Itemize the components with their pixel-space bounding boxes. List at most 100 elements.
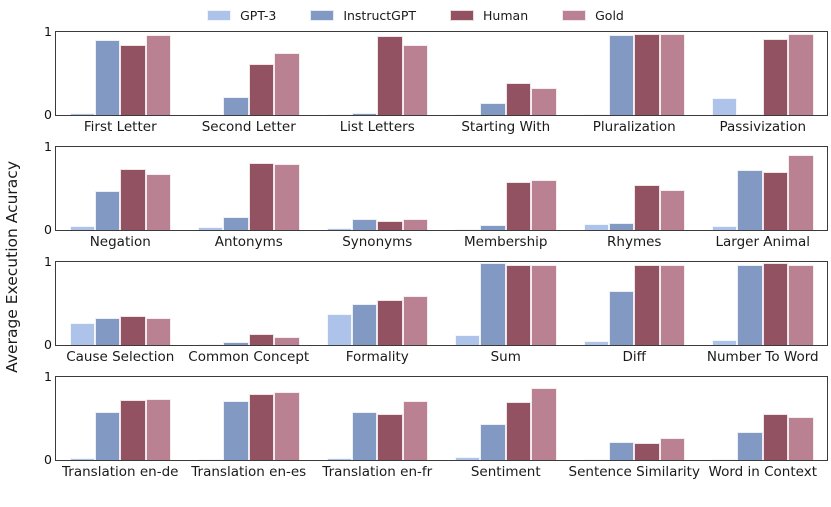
bar-cluster	[326, 32, 428, 115]
bar-group-formality: Formality	[313, 262, 442, 365]
y-axis-label: Average Execution Acuracy	[1, 26, 23, 507]
bar-instructgpt	[223, 96, 249, 115]
bar-group-pluralization: Pluralization	[570, 32, 699, 135]
bar-cluster	[198, 32, 300, 115]
bar-instructgpt	[94, 40, 121, 115]
bar-gold	[145, 317, 171, 345]
bar-gold	[531, 180, 557, 230]
legend-item-gold: Gold	[562, 8, 624, 23]
bar-human	[120, 400, 146, 460]
bar-human	[505, 181, 532, 230]
bar-human	[762, 262, 789, 345]
bar-gpt-3	[69, 113, 95, 115]
bar-cluster	[198, 147, 300, 230]
x-category-label: Pluralization	[592, 119, 676, 135]
bar-gold	[788, 155, 814, 230]
bar-instructgpt	[480, 225, 506, 230]
bar-instructgpt	[737, 114, 763, 115]
bar-gold	[145, 173, 171, 230]
bar-cluster	[455, 262, 557, 345]
legend-label: Human	[483, 7, 529, 23]
x-category-label: Cause Selection	[66, 349, 175, 365]
bar-cluster	[455, 147, 557, 230]
bar-gpt-3	[198, 344, 224, 345]
bar-gold	[145, 34, 171, 115]
bar-gpt-3	[712, 459, 738, 460]
bar-human	[634, 443, 660, 460]
bar-gpt-3	[69, 458, 95, 460]
bar-instructgpt	[223, 401, 249, 460]
bar-cluster	[326, 377, 428, 460]
bar-cluster	[712, 147, 814, 230]
bar-human	[762, 38, 789, 115]
bar-instructgpt	[480, 262, 506, 345]
bar-gold	[402, 401, 428, 460]
bar-gold	[274, 391, 300, 460]
bar-gpt-3	[583, 459, 609, 460]
x-category-label: Common Concept	[188, 349, 310, 365]
bar-gpt-3	[455, 229, 481, 230]
x-category-label: Rhymes	[607, 234, 662, 250]
y-tick-0: 0	[44, 106, 52, 122]
legend-swatch-human	[450, 9, 475, 21]
bar-gpt-3	[326, 314, 352, 345]
legend-swatch-instructgpt	[310, 9, 335, 21]
bar-group-larger-animal: Larger Animal	[699, 147, 828, 250]
bar-gpt-3	[583, 114, 609, 115]
bar-group-antonyms: Antonyms	[185, 147, 314, 250]
bar-gpt-3	[198, 226, 224, 230]
x-category-label: Number To Word	[706, 349, 819, 365]
bar-human	[248, 394, 275, 460]
bar-human	[762, 414, 789, 460]
bar-human	[505, 264, 532, 345]
bar-gpt-3	[326, 457, 352, 460]
bar-gpt-3	[712, 340, 738, 345]
bar-gold	[145, 398, 171, 460]
bar-human	[505, 401, 532, 460]
x-category-label: Sum	[490, 349, 521, 365]
bar-cluster	[712, 262, 814, 345]
x-category-label: Diff	[622, 349, 646, 365]
bar-gold	[402, 296, 428, 345]
x-category-label: Starting With	[461, 119, 551, 135]
bar-instructgpt	[480, 424, 506, 460]
bar-human	[248, 63, 275, 115]
bar-cluster	[326, 262, 428, 345]
bar-gold	[274, 336, 300, 345]
bar-instructgpt	[94, 411, 121, 460]
bar-cluster	[198, 262, 300, 345]
subplot-row-4: 1 0 Translation en-de Translation en-es Tran…	[44, 370, 828, 491]
bar-gold	[788, 265, 814, 345]
bar-cluster	[712, 32, 814, 115]
subplot-row-1: 1 0 First Letter Second Letter List Letters S…	[44, 25, 828, 146]
x-category-label: Formality	[345, 349, 409, 365]
y-tick-1: 1	[44, 369, 52, 384]
bar-group-translation-en-es: Translation en-es	[185, 377, 314, 480]
y-tick-1: 1	[44, 254, 52, 269]
bar-human	[634, 264, 660, 345]
bar-instructgpt	[351, 303, 378, 345]
y-tick-0: 0	[44, 336, 52, 352]
bar-gpt-3	[326, 228, 352, 230]
plot-area-1: 1 0 First Letter Second Letter List Letters S…	[44, 25, 828, 135]
bar-cluster	[583, 262, 685, 345]
bar-gold	[531, 87, 557, 115]
bar-gold	[659, 33, 685, 115]
bar-group-sentiment: Sentiment	[442, 377, 571, 480]
x-category-label: Antonyms	[214, 234, 283, 250]
y-tick-1: 1	[44, 24, 52, 39]
bar-group-negation: Negation	[56, 147, 185, 250]
bar-gold	[788, 33, 814, 115]
bar-instructgpt	[737, 431, 763, 460]
subplot-row-3: 1 0 Cause Selection Common Concept Formality…	[44, 255, 828, 376]
plot-area-2: 1 0 Negation Antonyms Synonyms Membership Rhym…	[44, 140, 828, 250]
bar-gpt-3	[455, 335, 481, 345]
bar-gold	[659, 264, 685, 345]
bar-instructgpt	[608, 35, 635, 115]
bar-human	[120, 168, 146, 230]
bar-instructgpt	[737, 264, 763, 345]
bar-instructgpt	[351, 411, 378, 460]
bar-group-sentence-similarity: Sentence Similarity	[569, 377, 700, 480]
bar-gpt-3	[69, 323, 95, 345]
